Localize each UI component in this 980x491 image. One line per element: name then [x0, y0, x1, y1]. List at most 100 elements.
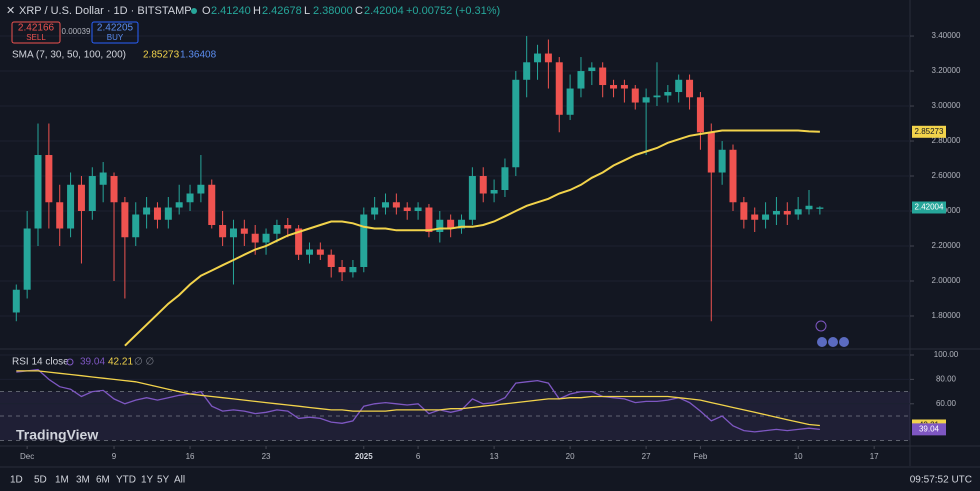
- event-icon[interactable]: [839, 337, 849, 347]
- x-tick-label: 27: [642, 452, 651, 461]
- indicator-name[interactable]: SMA (7, 30, 50, 100, 200): [12, 50, 126, 61]
- candle-body: [620, 85, 628, 89]
- candle-body: [110, 176, 118, 203]
- candle-body: [544, 53, 552, 63]
- candle-body: [664, 92, 672, 96]
- candle-body: [305, 249, 313, 255]
- candle-body: [371, 207, 379, 215]
- candle-body: [56, 202, 64, 229]
- y-tick-label: 2.80000: [932, 136, 961, 145]
- spread: 0.00039: [62, 27, 91, 36]
- candle-body: [783, 211, 791, 215]
- candle-body: [251, 233, 259, 243]
- x-tick-label: 13: [490, 452, 499, 461]
- candle-body: [816, 207, 824, 209]
- overlay-last-value-bg: [912, 125, 946, 138]
- y-tick-label: 3.40000: [932, 31, 961, 40]
- change: +0.00752 (+0.31%): [406, 5, 500, 17]
- buy-label: BUY: [107, 33, 124, 42]
- x-tick-label: 10: [794, 452, 803, 461]
- candle-body: [45, 155, 53, 203]
- candle-body: [121, 202, 129, 238]
- event-icon[interactable]: [815, 320, 827, 332]
- range-button[interactable]: YTD: [116, 475, 136, 486]
- rsi-name[interactable]: RSI 14 close: [12, 357, 69, 368]
- x-tick-label: Feb: [694, 452, 708, 461]
- y-tick-label: 2.60000: [932, 171, 961, 180]
- range-button[interactable]: 1M: [55, 475, 69, 486]
- candle-body: [240, 228, 248, 234]
- candle-body: [696, 97, 704, 133]
- buy-button[interactable]: [91, 21, 139, 44]
- candle-body: [273, 225, 281, 234]
- candle-body: [143, 207, 151, 215]
- candle-body: [588, 67, 596, 72]
- buy-price: 2.42205: [97, 23, 134, 34]
- ohlc-label: H: [253, 5, 261, 17]
- y-tick-label: 80.00: [936, 375, 957, 384]
- x-tick-label: 17: [870, 452, 879, 461]
- candle-body: [208, 184, 216, 226]
- logo[interactable]: TradingView: [16, 427, 98, 443]
- candle-body: [762, 214, 770, 220]
- range-button[interactable]: All: [174, 475, 185, 486]
- candle-body: [512, 79, 520, 168]
- ohlc-value: 2.42678: [262, 5, 302, 17]
- ohlc-value: 2.41240: [211, 5, 251, 17]
- sell-label: SELL: [26, 33, 46, 42]
- range-button[interactable]: 1Y: [141, 475, 154, 486]
- rsi-value: 39.04: [80, 357, 105, 368]
- symbol[interactable]: XRP / U.S. Dollar · 1D · BITSTAMP: [19, 5, 192, 17]
- candle-body: [555, 62, 563, 115]
- rsi-band: [0, 391, 910, 441]
- line: [16, 368, 820, 433]
- range-button[interactable]: 1D: [10, 475, 23, 486]
- candle-body: [501, 167, 509, 191]
- y-tick-label: 3.00000: [932, 101, 961, 110]
- y-tick-label: 60.00: [936, 399, 957, 408]
- line: [124, 129, 820, 347]
- ohlc-value: 2.42004: [364, 5, 404, 17]
- x-tick-label: 16: [186, 452, 195, 461]
- indicator-value: 1.36408: [180, 50, 217, 61]
- y-tick-label: 1.80000: [932, 311, 961, 320]
- header: ✕ XRP / U.S. Dollar · 1D · BITSTAMP 2.42…: [6, 5, 849, 443]
- x-tick-label: 20: [566, 452, 575, 461]
- sell-button[interactable]: [11, 21, 61, 44]
- candle-body: [631, 88, 639, 103]
- candle-body: [23, 228, 31, 290]
- range-button[interactable]: 5D: [34, 475, 47, 486]
- event-icon[interactable]: [817, 337, 827, 347]
- candle-body: [458, 219, 466, 229]
- range-button[interactable]: 6M: [96, 475, 110, 486]
- candle-body: [675, 79, 683, 93]
- candle-body: [490, 190, 498, 194]
- ohlc-label: C: [355, 5, 363, 17]
- close-icon[interactable]: ✕: [6, 5, 15, 17]
- candle-body: [153, 207, 161, 220]
- overlay-last-value: 2.85273: [915, 127, 944, 136]
- candle-body: [349, 266, 357, 273]
- candle-body: [751, 214, 759, 220]
- range-button[interactable]: 5Y: [157, 475, 170, 486]
- candle-body: [718, 149, 726, 173]
- indicator-last-value: 39.04: [919, 424, 940, 433]
- rsi-ma-value: 42.21: [108, 357, 133, 368]
- candle-body: [534, 53, 542, 63]
- market-status: [191, 8, 197, 14]
- candle-body: [99, 172, 107, 185]
- candle-body: [88, 176, 96, 212]
- candle-body: [219, 225, 227, 238]
- y-tick-label: 2.20000: [932, 241, 961, 250]
- range-button[interactable]: 3M: [76, 475, 90, 486]
- candle-body: [316, 249, 324, 255]
- candle-body: [132, 214, 140, 238]
- rsi-extra: ∅ ∅: [134, 357, 154, 368]
- candle-body: [707, 132, 715, 173]
- y-tick-label: 3.20000: [932, 66, 961, 75]
- indicator-last-value-bg: [912, 423, 946, 436]
- candle-body: [295, 228, 303, 255]
- event-icon[interactable]: [828, 337, 838, 347]
- sell-price: 2.42166: [18, 23, 55, 34]
- candle-body: [327, 254, 335, 267]
